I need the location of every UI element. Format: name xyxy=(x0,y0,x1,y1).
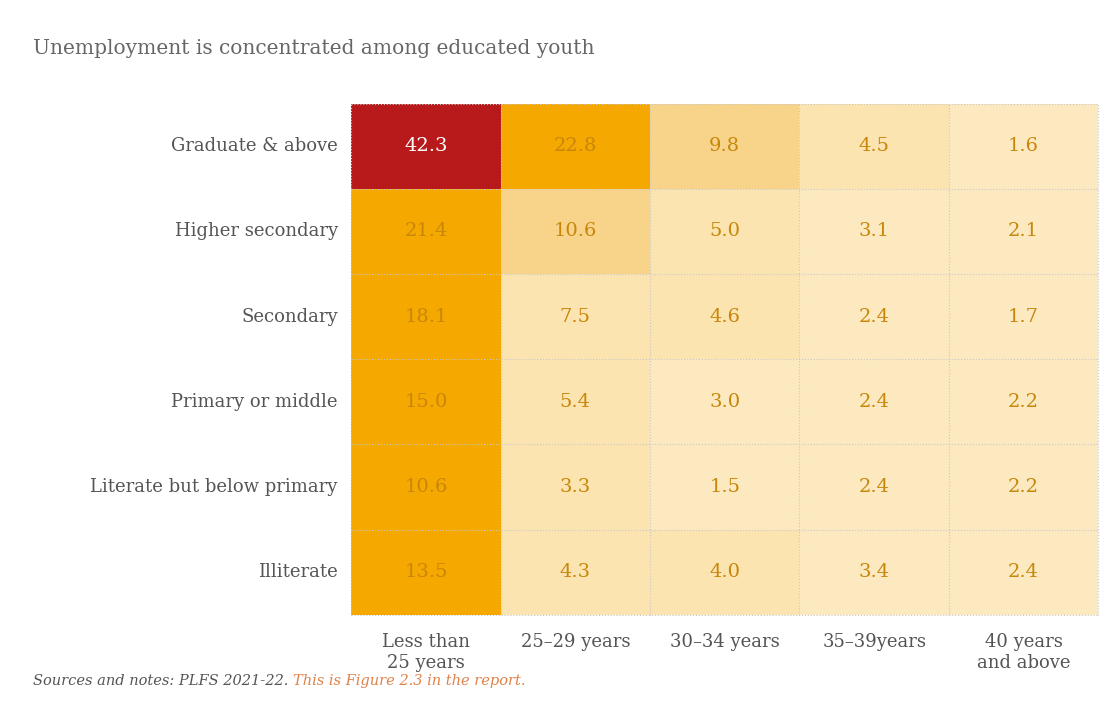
Text: Secondary: Secondary xyxy=(241,307,338,326)
Text: Unemployment is concentrated among educated youth: Unemployment is concentrated among educa… xyxy=(33,39,595,59)
Bar xyxy=(501,189,650,274)
Text: 5.4: 5.4 xyxy=(560,393,591,411)
Text: 15.0: 15.0 xyxy=(405,393,447,411)
Bar xyxy=(351,274,501,360)
Bar xyxy=(949,189,1098,274)
Text: 5.0: 5.0 xyxy=(709,222,740,240)
Bar xyxy=(650,360,799,445)
Text: 7.5: 7.5 xyxy=(560,307,591,326)
Text: 9.8: 9.8 xyxy=(709,137,740,155)
Text: 3.4: 3.4 xyxy=(859,563,890,581)
Text: 13.5: 13.5 xyxy=(404,563,448,581)
Text: 1.6: 1.6 xyxy=(1008,137,1039,155)
Text: 10.6: 10.6 xyxy=(405,478,447,496)
Bar xyxy=(799,530,949,615)
Text: Higher secondary: Higher secondary xyxy=(175,222,338,240)
Bar xyxy=(501,274,650,360)
Text: 4.0: 4.0 xyxy=(709,563,740,581)
Text: This is Figure 2.3 in the report.: This is Figure 2.3 in the report. xyxy=(293,674,526,688)
Text: 1.7: 1.7 xyxy=(1008,307,1039,326)
Text: 2.4: 2.4 xyxy=(859,307,890,326)
Text: 3.0: 3.0 xyxy=(709,393,740,411)
Bar xyxy=(351,445,501,530)
Bar xyxy=(949,445,1098,530)
Text: 3.1: 3.1 xyxy=(859,222,890,240)
Text: Sources and notes: PLFS 2021-22.: Sources and notes: PLFS 2021-22. xyxy=(33,674,293,688)
Text: 25–29 years: 25–29 years xyxy=(521,633,630,651)
Bar xyxy=(799,274,949,360)
Bar xyxy=(351,360,501,445)
Bar xyxy=(650,104,799,189)
Text: 4.5: 4.5 xyxy=(859,137,890,155)
Text: 1.5: 1.5 xyxy=(709,478,740,496)
Text: 2.4: 2.4 xyxy=(859,393,890,411)
Text: 30–34 years: 30–34 years xyxy=(670,633,779,651)
Text: 2.2: 2.2 xyxy=(1008,393,1039,411)
Bar xyxy=(650,274,799,360)
Text: 2.2: 2.2 xyxy=(1008,478,1039,496)
Text: Illiterate: Illiterate xyxy=(258,563,338,581)
Bar xyxy=(650,530,799,615)
Text: Graduate & above: Graduate & above xyxy=(171,137,338,155)
Bar xyxy=(351,189,501,274)
Text: Literate but below primary: Literate but below primary xyxy=(90,478,338,496)
Text: 10.6: 10.6 xyxy=(554,222,597,240)
Text: 2.4: 2.4 xyxy=(859,478,890,496)
Text: 35–39years: 35–39years xyxy=(822,633,927,651)
Text: 2.1: 2.1 xyxy=(1008,222,1039,240)
Bar xyxy=(799,104,949,189)
Bar xyxy=(949,104,1098,189)
Text: Less than
25 years: Less than 25 years xyxy=(382,633,469,671)
Bar xyxy=(501,445,650,530)
Text: 21.4: 21.4 xyxy=(405,222,447,240)
Text: 42.3: 42.3 xyxy=(404,137,448,155)
Bar xyxy=(650,189,799,274)
Bar xyxy=(799,360,949,445)
Text: 4.6: 4.6 xyxy=(709,307,740,326)
Text: 3.3: 3.3 xyxy=(560,478,591,496)
Text: 22.8: 22.8 xyxy=(554,137,597,155)
Bar xyxy=(949,530,1098,615)
Bar xyxy=(650,445,799,530)
Bar xyxy=(501,530,650,615)
Text: 18.1: 18.1 xyxy=(405,307,447,326)
Text: Primary or middle: Primary or middle xyxy=(172,393,338,411)
Bar xyxy=(351,104,501,189)
Bar xyxy=(949,274,1098,360)
Text: 2.4: 2.4 xyxy=(1008,563,1039,581)
Text: 40 years
and above: 40 years and above xyxy=(977,633,1070,671)
Bar xyxy=(501,104,650,189)
Bar xyxy=(949,360,1098,445)
Bar xyxy=(351,530,501,615)
Bar xyxy=(501,360,650,445)
Bar xyxy=(799,445,949,530)
Bar xyxy=(799,189,949,274)
Text: 4.3: 4.3 xyxy=(560,563,591,581)
